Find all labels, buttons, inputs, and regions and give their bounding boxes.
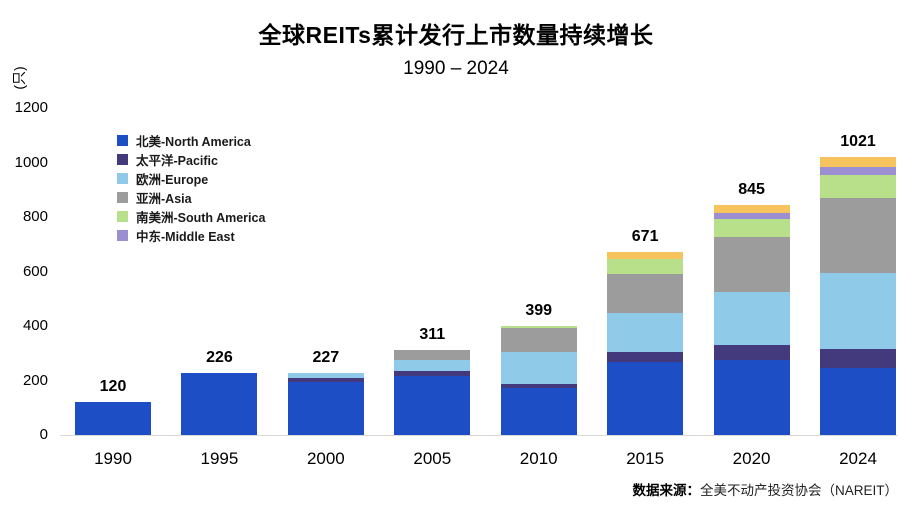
y-axis-tick-label: 800 <box>22 208 48 225</box>
bar-segment <box>820 174 896 199</box>
y-axis-unit-label: (只) <box>11 66 27 90</box>
legend-item: 亚洲-Asia <box>117 188 265 207</box>
y-axis-tick-label: 200 <box>22 371 48 389</box>
bar-segment <box>607 252 684 260</box>
bar-segment <box>607 313 684 352</box>
bar-segment <box>394 376 471 435</box>
bar-segment <box>287 378 364 383</box>
legend-label: 亚洲-Asia <box>136 192 192 206</box>
bar-segment <box>500 388 577 435</box>
legend-item: 中东-Middle East <box>117 226 265 245</box>
x-axis-label: 2005 <box>413 449 452 468</box>
y-axis-tick-label: 600 <box>22 262 48 280</box>
bar-segment <box>394 360 471 371</box>
bar-group-2005: 311 2005 <box>394 326 471 468</box>
bar-total-label: 671 <box>631 228 659 246</box>
source-note: 数据来源：全美不动产投资协会（NAREIT） <box>632 479 898 499</box>
bar-segment <box>181 373 258 435</box>
legend-swatch <box>117 154 128 165</box>
x-axis-label: 2024 <box>839 449 877 468</box>
bar-segment <box>287 382 364 435</box>
bar-total-label: 311 <box>419 326 446 344</box>
bar-total-label: 120 <box>99 378 127 396</box>
legend-label: 太平洋-Pacific <box>136 154 218 168</box>
bar-segment <box>713 236 790 292</box>
y-axis-tick-label: 1000 <box>14 153 48 171</box>
y-axis-tick-label: 1200 <box>14 99 48 116</box>
bar-group-1990: 120 1990 <box>75 378 151 468</box>
chart-title: 全球REITs累计发行上市数量持续增长 <box>258 22 654 48</box>
bar-segment <box>500 351 577 384</box>
bar-total-label: 399 <box>525 302 553 320</box>
source-prefix: 数据来源： <box>632 483 700 498</box>
legend-label: 南美洲-South America <box>136 211 266 225</box>
legend-item: 南美洲-South America <box>117 207 265 226</box>
bar-segment <box>607 274 684 314</box>
legend-item: 太平洋-Pacific <box>117 150 265 169</box>
y-axis-tick-label: 0 <box>39 426 48 443</box>
bar-segment <box>820 349 896 369</box>
legend-swatch <box>117 230 128 241</box>
legend-item: 欧洲-Europe <box>117 169 265 188</box>
bar-segment <box>75 402 151 435</box>
bar-group-1995: 226 1995 <box>181 349 258 468</box>
bar-group-2010: 399 2010 <box>500 302 577 468</box>
bar-group-2020: 845 2020 <box>713 181 790 468</box>
bar-total-label: 1021 <box>840 132 876 150</box>
x-axis-label: 2015 <box>626 449 665 468</box>
bar-segment <box>713 213 790 220</box>
bar-group-2000: 227 2000 <box>287 349 364 468</box>
legend-label: 欧洲-Europe <box>136 173 209 187</box>
bar-segment <box>820 198 896 274</box>
bar-segment <box>287 373 364 379</box>
bar-segment <box>394 350 471 361</box>
bar-segment <box>607 259 684 275</box>
legend-swatch <box>117 211 128 222</box>
bar-segment <box>713 291 790 346</box>
chart-subtitle: 1990 – 2024 <box>403 58 509 79</box>
bar-segment <box>820 368 896 435</box>
bar-segment <box>713 345 790 361</box>
x-axis-label: 2020 <box>732 449 771 468</box>
legend-label: 北美-North America <box>136 135 251 149</box>
bar-segment <box>607 351 684 362</box>
bar-total-label: 845 <box>738 180 765 198</box>
bar-segment <box>820 156 896 167</box>
y-axis-tick-label: 400 <box>22 317 48 334</box>
bar-segment <box>500 326 577 328</box>
bar-segment <box>394 370 471 377</box>
bar-segment <box>820 166 896 175</box>
source-text: 全美不动产投资协会（NAREIT） <box>699 483 898 498</box>
x-axis-label: 2010 <box>519 449 558 468</box>
legend-label: 中东-Middle East <box>136 230 235 244</box>
bar-group-2015: 671 2015 <box>607 228 684 468</box>
legend-item: 北美-North America <box>117 131 265 150</box>
legend-swatch <box>117 135 128 146</box>
legend-swatch <box>117 173 128 184</box>
bar-segment <box>713 360 790 435</box>
x-axis-label: 1990 <box>94 449 132 468</box>
x-axis-label: 2000 <box>306 449 345 468</box>
legend: 北美-North America 太平洋-Pacific 欧洲-Europe 亚洲-A… <box>117 131 265 245</box>
x-axis-label: 1995 <box>200 449 239 468</box>
bar-total-label: 227 <box>312 349 340 367</box>
bar-segment <box>500 383 577 389</box>
bar-segment <box>607 361 684 435</box>
bar-group-2024: 1021 2024 <box>820 133 896 468</box>
bar-total-label: 226 <box>206 349 233 367</box>
bar-segment <box>713 219 790 237</box>
legend-swatch <box>117 192 128 203</box>
bar-segment <box>820 273 896 350</box>
plot-area: 0 200 400 600 800 1000 1200 120 1990 226 1995 227 20… <box>15 99 898 468</box>
bar-segment <box>713 204 790 214</box>
bar-segment <box>500 327 577 352</box>
